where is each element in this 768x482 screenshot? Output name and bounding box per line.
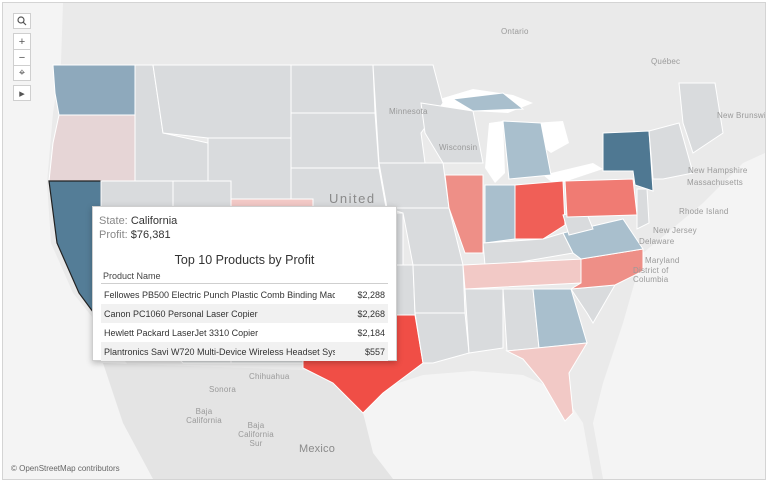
label-maryland: Maryland: [645, 256, 680, 265]
map-attribution[interactable]: © OpenStreetMap contributors: [11, 464, 120, 473]
atlantic-ocean: [593, 153, 765, 479]
state-new-england[interactable]: [648, 122, 694, 180]
state-florida[interactable]: [505, 342, 588, 422]
zoom-controls: + − ⌖: [13, 33, 31, 81]
tooltip-chart-title: Top 10 Products by Profit: [174, 253, 315, 267]
label-rhode-island: Rhode Island: [679, 207, 729, 216]
state-ohio[interactable]: [514, 180, 566, 240]
state-north-dakota[interactable]: [290, 64, 376, 114]
product-profit: $557: [364, 346, 385, 357]
state-washington[interactable]: [52, 64, 136, 116]
search-icon: [17, 16, 27, 26]
label-minnesota: Minnesota: [389, 107, 428, 116]
product-name: Fellowes PB500 Electric Punch Plastic Co…: [104, 289, 335, 300]
lake-michigan: [485, 121, 505, 183]
tooltip-state-value: California: [130, 215, 178, 227]
label-baja-california-sur: Baja California Sur: [238, 421, 274, 448]
label-mexico: Mexico: [299, 443, 336, 455]
product-profit: $2,184: [357, 327, 385, 338]
table-row[interactable]: Canon PC1060 Personal Laser Copier $2,26…: [101, 304, 388, 323]
tooltip-profit-line: Profit: $76,381: [99, 229, 171, 241]
product-name: Canon PC1060 Personal Laser Copier: [104, 308, 258, 319]
state-oregon[interactable]: [48, 114, 136, 182]
state-tooltip: State: California Profit: $76,381 Top 10…: [92, 206, 397, 361]
label-quebec: Québec: [651, 57, 681, 66]
label-ontario: Ontario: [501, 27, 529, 36]
state-new-jersey[interactable]: [636, 188, 650, 230]
table-row[interactable]: Hewlett Packard LaserJet 3310 Copier $2,…: [101, 323, 388, 342]
label-massachusetts: Massachusetts: [687, 178, 743, 187]
state-south-dakota[interactable]: [290, 112, 380, 169]
state-louisiana[interactable]: [414, 312, 470, 364]
state-illinois[interactable]: [444, 174, 484, 254]
zoom-in-button[interactable]: +: [13, 33, 31, 49]
label-delaware: Delaware: [639, 237, 675, 246]
map-toolbar: + − ⌖ ▸: [13, 13, 31, 103]
state-wisconsin[interactable]: [420, 102, 484, 164]
label-new-hampshire: New Hampshire: [688, 166, 748, 175]
label-wisconsin: Wisconsin: [439, 143, 478, 152]
label-new-jersey: New Jersey: [653, 226, 697, 235]
label-district-of-columbia: District of Columbia: [633, 266, 669, 284]
gulf-of-mexico: [363, 371, 593, 479]
tooltip-column-header: Product Name: [103, 271, 161, 281]
label-chihuahua: Chihuahua: [249, 372, 290, 381]
pin-map-button[interactable]: ⌖: [13, 65, 31, 81]
pacific-ocean: [3, 3, 193, 479]
table-row[interactable]: Fellowes PB500 Electric Punch Plastic Co…: [101, 285, 388, 304]
table-row[interactable]: Plantronics Savi W720 Multi-Device Wirel…: [101, 342, 388, 361]
lake-erie: [543, 163, 603, 185]
tooltip-state-line: State: California: [99, 215, 177, 227]
label-united-states: United: [329, 191, 376, 206]
tooltip-divider: [101, 283, 388, 284]
state-montana[interactable]: [152, 64, 292, 139]
state-indiana[interactable]: [484, 184, 516, 244]
product-name: Plantronics Savi W720 Multi-Device Wirel…: [104, 346, 335, 357]
state-michigan[interactable]: [502, 120, 552, 180]
state-michigan-up[interactable]: [451, 92, 525, 112]
state-arkansas[interactable]: [412, 264, 466, 314]
tooltip-state-label: State:: [99, 215, 128, 227]
zoom-out-button[interactable]: −: [13, 49, 31, 65]
mexico-land: [103, 363, 393, 479]
state-pennsylvania[interactable]: [564, 178, 638, 218]
product-name: Hewlett Packard LaserJet 3310 Copier: [104, 327, 259, 338]
product-profit: $2,288: [357, 289, 385, 300]
product-profit: $2,268: [357, 308, 385, 319]
label-new-brunswick: New Brunswick: [717, 111, 766, 120]
state-iowa[interactable]: [378, 162, 450, 209]
state-maine[interactable]: [678, 82, 724, 154]
tooltip-profit-value: $76,381: [130, 229, 171, 241]
state-mississippi[interactable]: [464, 288, 504, 354]
tooltip-profit-label: Profit:: [99, 229, 128, 241]
search-button[interactable]: [13, 13, 31, 29]
label-baja-california: Baja California: [186, 407, 222, 425]
expand-toolbar-button[interactable]: ▸: [13, 85, 31, 101]
label-sonora: Sonora: [209, 385, 236, 394]
